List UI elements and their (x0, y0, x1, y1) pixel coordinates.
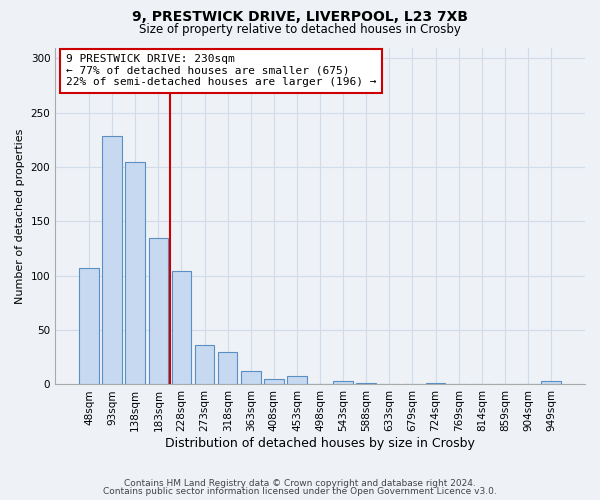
Bar (172, 272, 191, 384)
Text: 9, PRESTWICK DRIVE, LIVERPOOL, L23 7XB: 9, PRESTWICK DRIVE, LIVERPOOL, L23 7XB (132, 10, 468, 24)
Bar (218, 352, 238, 384)
Bar (149, 238, 168, 384)
Text: Size of property relative to detached houses in Crosby: Size of property relative to detached ho… (139, 22, 461, 36)
Y-axis label: Number of detached properties: Number of detached properties (15, 128, 25, 304)
Bar (79, 268, 99, 384)
Bar (264, 379, 284, 384)
Bar (241, 372, 260, 384)
Bar (103, 136, 122, 384)
Bar (334, 381, 353, 384)
Text: Contains HM Land Registry data © Crown copyright and database right 2024.: Contains HM Land Registry data © Crown c… (124, 478, 476, 488)
Bar (541, 381, 561, 384)
Text: Contains public sector information licensed under the Open Government Licence v3: Contains public sector information licen… (103, 487, 497, 496)
Bar (125, 162, 145, 384)
X-axis label: Distribution of detached houses by size in Crosby: Distribution of detached houses by size … (165, 437, 475, 450)
Bar (287, 376, 307, 384)
Text: 9 PRESTWICK DRIVE: 230sqm
← 77% of detached houses are smaller (675)
22% of semi: 9 PRESTWICK DRIVE: 230sqm ← 77% of detac… (66, 54, 376, 88)
Bar (195, 346, 214, 385)
